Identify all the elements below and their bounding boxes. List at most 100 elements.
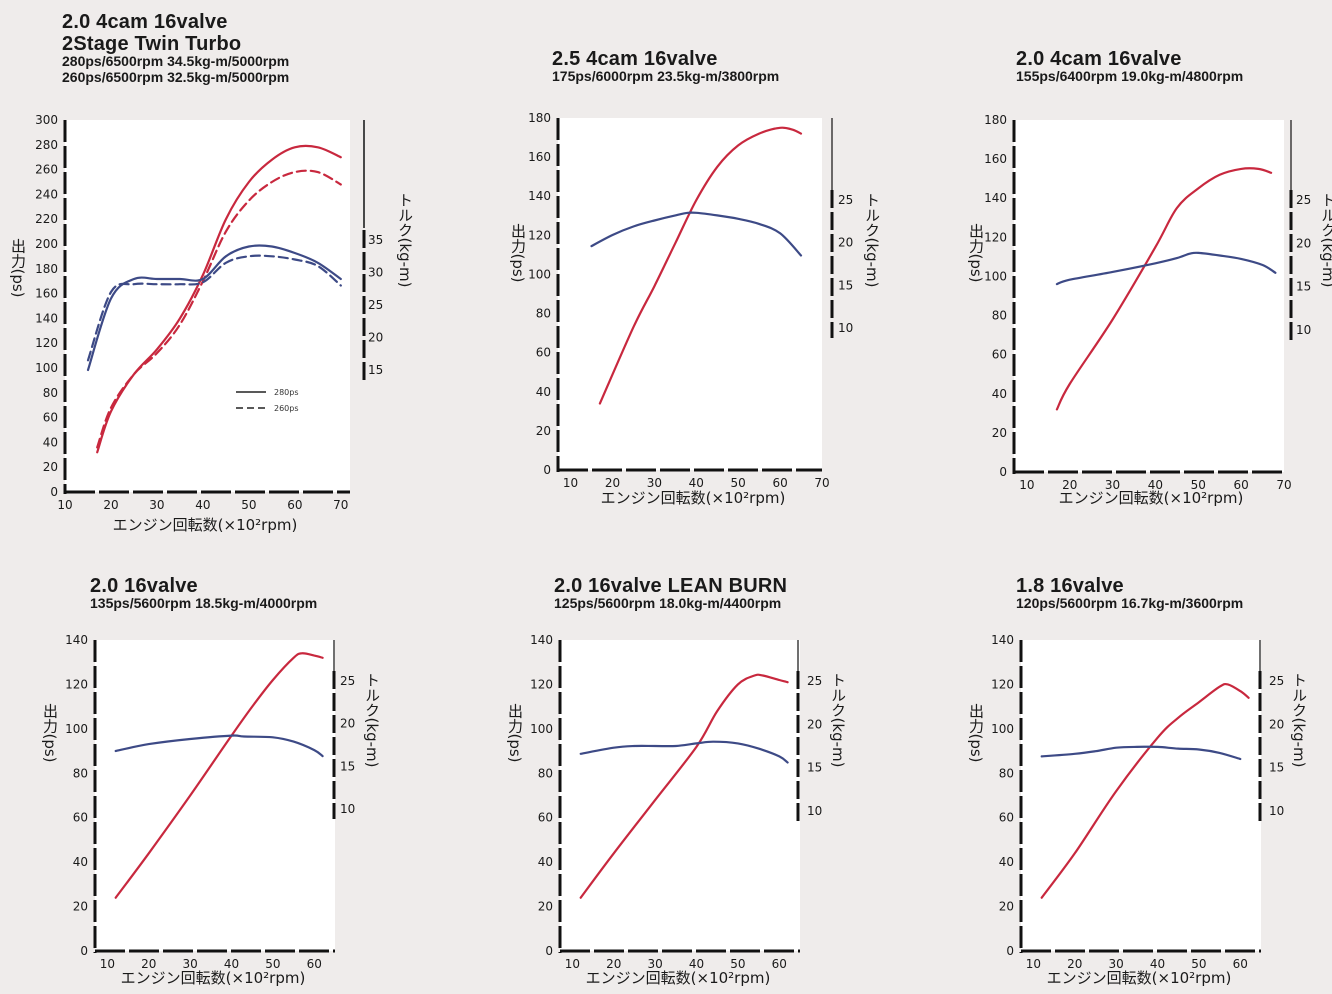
x-tick-label: 20 (103, 498, 118, 512)
torque-tick-label: 10 (1296, 323, 1311, 337)
torque-tick-label: 15 (807, 761, 822, 775)
torque-curve-dashed (86, 254, 342, 362)
plot-area (65, 120, 350, 492)
torque-tick-label: 30 (368, 266, 383, 280)
y-tick-label: 80 (73, 766, 88, 780)
y-tick-label: 160 (35, 287, 58, 301)
y-tick-label: 0 (545, 944, 553, 958)
x-axis-label: エンジン回転数(×10²rpm) (601, 489, 786, 507)
engine-chart-panel: 2.0 16valve LEAN BURN 125ps/5600rpm 18.0k… (440, 545, 886, 994)
y-tick-label: 100 (530, 722, 553, 736)
y-tick-label: 100 (991, 722, 1014, 736)
y-tick-label: 300 (35, 113, 58, 127)
y-tick-label: 80 (538, 766, 553, 780)
x-tick-label: 30 (1105, 478, 1120, 492)
x-tick-label: 10 (563, 476, 578, 490)
y-tick-label: 80 (992, 309, 1007, 323)
y-tick-label: 140 (984, 191, 1007, 205)
x-tick-label: 40 (689, 957, 704, 971)
x-tick-label: 60 (772, 476, 787, 490)
chart-title: 2.0 4cam 16valve (62, 11, 228, 33)
y-tick-label: 100 (984, 269, 1007, 283)
chart-svg: 0 20 40 60 80 100 120 140 160 180 10 20 30 40 50 60 70 10… (967, 113, 1332, 507)
y-tick-label: 40 (536, 385, 551, 399)
chart-subtitle: 2Stage Twin Turbo (62, 33, 242, 55)
y-tick-label: 80 (43, 386, 58, 400)
y-tick-label: 280 (35, 138, 58, 152)
torque-tick-label: 20 (807, 717, 822, 731)
chart-svg: 0 20 40 60 80 100 120 140 10 20 30 40 50 60 10 15 20 25 エン… (41, 633, 381, 987)
torque-tick-label: 35 (368, 233, 383, 247)
x-tick-label: 50 (241, 498, 256, 512)
engine-spec-text: 280ps/6500rpm 34.5kg-m/5000rpm (62, 53, 290, 69)
y-tick-label: 180 (984, 113, 1007, 127)
x-tick-label: 50 (730, 957, 745, 971)
y-tick-label: 20 (999, 900, 1014, 914)
x-axis-label: エンジン回転数(×10²rpm) (1059, 489, 1244, 507)
y-tick-label: 60 (999, 811, 1014, 825)
power-curve (579, 673, 789, 899)
x-tick-label: 20 (606, 957, 621, 971)
torque-tick-label: 15 (838, 278, 853, 292)
x-tick-label: 60 (1234, 478, 1249, 492)
torque-tick-label: 25 (340, 674, 355, 688)
y-axis-left-label: 出力(ps) (509, 223, 527, 282)
y-tick-label: 40 (538, 855, 553, 869)
y-tick-label: 60 (536, 346, 551, 360)
chart-title: 2.0 16valve LEAN BURN (554, 575, 788, 597)
y-tick-label: 60 (73, 811, 88, 825)
y-tick-label: 0 (80, 944, 88, 958)
x-tick-label: 40 (1150, 957, 1165, 971)
x-tick-label: 20 (1062, 478, 1077, 492)
torque-curve (590, 211, 803, 257)
y-tick-label: 20 (992, 426, 1007, 440)
y-axis-right-label: トルク(kg-m) (829, 673, 847, 768)
torque-tick-label: 10 (1269, 804, 1284, 818)
y-tick-label: 240 (35, 187, 58, 201)
torque-curve (579, 740, 789, 764)
torque-tick-label: 10 (807, 804, 822, 818)
y-tick-label: 120 (991, 677, 1014, 691)
y-tick-label: 0 (50, 485, 58, 499)
engine-chart-panel: 2.5 4cam 16valve 175ps/6000rpm 23.5kg-m/3… (440, 0, 886, 545)
y-tick-label: 140 (65, 633, 88, 647)
power-curve (598, 126, 803, 405)
y-tick-label: 260 (35, 163, 58, 177)
chart-svg: 0 20 40 60 80 100 120 140 160 180 200 220 240 260 280 3… (9, 113, 414, 534)
y-axis-left-label: 出力(ps) (41, 703, 59, 762)
y-tick-label: 160 (984, 152, 1007, 166)
engine-spec-text: 135ps/5600rpm 18.5kg-m/4000rpm (90, 595, 318, 611)
torque-tick-label: 25 (368, 298, 383, 312)
x-axis-label: エンジン回転数(×10²rpm) (121, 969, 306, 987)
engine-spec-text: 260ps/6500rpm 32.5kg-m/5000rpm (62, 69, 290, 85)
torque-tick-label: 15 (368, 363, 383, 377)
x-tick-label: 20 (1067, 957, 1082, 971)
y-axis-left-label: 出力(ps) (506, 703, 524, 762)
power-curve (1040, 682, 1250, 899)
y-tick-label: 180 (528, 111, 551, 125)
y-tick-label: 40 (992, 387, 1007, 401)
engine-spec-text: 175ps/6000rpm 23.5kg-m/3800rpm (552, 68, 780, 84)
y-tick-label: 60 (992, 348, 1007, 362)
y-tick-label: 140 (991, 633, 1014, 647)
y-tick-label: 60 (538, 811, 553, 825)
y-axis-left-label: 出力(ps) (967, 703, 985, 762)
torque-tick-label: 20 (340, 717, 355, 731)
y-axis-right-label: トルク(kg-m) (1290, 673, 1308, 768)
y-axis-right-label: トルク(kg-m) (396, 193, 414, 288)
torque-curve (114, 734, 324, 758)
x-tick-label: 50 (1191, 957, 1206, 971)
y-tick-label: 100 (35, 361, 58, 375)
y-tick-label: 0 (1006, 944, 1014, 958)
engine-chart-panel: 2.0 16valve 135ps/5600rpm 18.5kg-m/4000rp… (0, 545, 440, 994)
torque-curve (1055, 251, 1277, 286)
torque-tick-label: 15 (1269, 761, 1284, 775)
engine-chart-panel: 2.0 4cam 16valve 155ps/6400rpm 19.0kg-m/4… (886, 0, 1332, 545)
chart-svg: 0 20 40 60 80 100 120 140 10 20 30 40 50 60 10 15 20 25 エン… (967, 633, 1308, 987)
y-axis-right-label: トルク(kg-m) (1319, 193, 1332, 288)
y-tick-label: 120 (530, 677, 553, 691)
y-tick-label: 120 (65, 677, 88, 691)
y-tick-label: 200 (35, 237, 58, 251)
y-tick-label: 40 (73, 855, 88, 869)
y-tick-label: 80 (999, 766, 1014, 780)
